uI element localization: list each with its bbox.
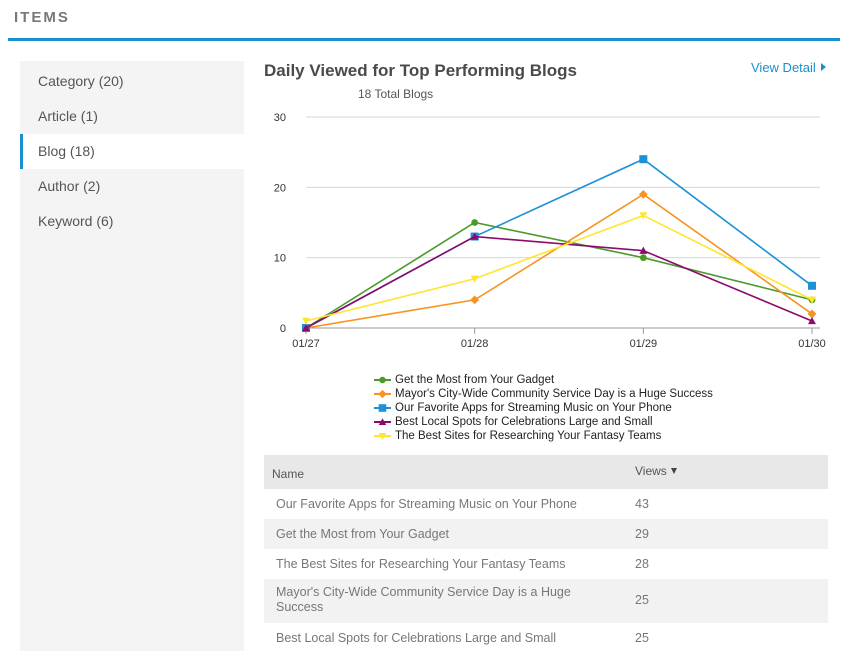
data-point — [470, 232, 479, 240]
sidebar-item-article[interactable]: Article (1) — [38, 108, 98, 124]
blog-views-table: Name Views Our Favorite Apps for Streami… — [264, 455, 828, 653]
data-point — [808, 296, 816, 304]
view-detail-label[interactable]: View Detail — [751, 60, 816, 75]
column-header-views-label[interactable]: Views — [635, 464, 667, 478]
legend-marker — [378, 418, 387, 426]
data-point — [470, 295, 480, 305]
legend-marker-icon — [374, 432, 391, 440]
legend-label: Our Favorite Apps for Streaming Music on… — [395, 402, 672, 414]
y-tick-label: 20 — [274, 182, 286, 194]
legend-marker — [378, 432, 387, 440]
chevron-right-icon — [820, 63, 826, 71]
y-tick-label: 30 — [274, 112, 286, 124]
data-point — [639, 246, 648, 254]
sidebar: Category (20) Article (1) Blog (18) Auth… — [20, 61, 244, 651]
row-views: 28 — [635, 557, 649, 571]
table-row[interactable]: Best Local Spots for Celebrations Large … — [264, 623, 828, 653]
legend-marker-icon — [374, 404, 391, 412]
legend-item[interactable]: Our Favorite Apps for Streaming Music on… — [374, 401, 713, 415]
legend-marker — [378, 404, 387, 412]
row-views: 25 — [635, 631, 649, 645]
table-header: Name Views — [264, 455, 828, 489]
row-name[interactable]: Best Local Spots for Celebrations Large … — [276, 631, 557, 645]
column-header-name[interactable]: Name — [272, 467, 305, 481]
data-point — [639, 212, 648, 220]
row-views: 29 — [635, 527, 649, 541]
legend-label: Best Local Spots for Celebrations Large … — [395, 416, 653, 428]
legend-marker — [379, 376, 386, 384]
chart-subtitle: 18 Total Blogs — [358, 87, 434, 101]
legend-marker-icon — [374, 418, 391, 426]
x-tick-label: 01/30 — [798, 338, 826, 350]
table-row[interactable]: Get the Most from Your Gadget 29 — [264, 519, 828, 549]
row-name[interactable]: The Best Sites for Researching Your Fant… — [276, 557, 566, 571]
table-row[interactable]: The Best Sites for Researching Your Fant… — [264, 549, 828, 579]
data-point — [302, 317, 310, 325]
column-header-views[interactable]: Views — [635, 464, 677, 478]
sidebar-item-keyword[interactable]: Keyword (6) — [38, 213, 114, 229]
series-line — [305, 214, 813, 322]
row-views: 25 — [635, 593, 649, 607]
header-divider — [8, 38, 840, 41]
row-name[interactable]: Mayor's City-Wide Community Service Day … — [276, 585, 571, 614]
legend-item[interactable]: Get the Most from Your Gadget — [374, 373, 713, 387]
legend-marker-icon — [374, 389, 391, 399]
chart-legend: Get the Most from Your Gadget Mayor's Cit… — [374, 373, 713, 443]
data-point — [639, 155, 648, 164]
legend-item[interactable]: Best Local Spots for Celebrations Large … — [374, 415, 713, 429]
data-point — [639, 254, 647, 262]
sidebar-item-blog[interactable]: Blog (18) — [20, 134, 244, 169]
row-name[interactable]: Our Favorite Apps for Streaming Music on… — [276, 497, 577, 511]
sidebar-item-category[interactable]: Category (20) — [38, 73, 124, 89]
legend-label: Mayor's City-Wide Community Service Day … — [395, 388, 713, 400]
legend-marker — [378, 389, 387, 399]
x-tick-label: 01/27 — [292, 338, 320, 350]
y-tick-label: 0 — [280, 323, 286, 335]
data-point — [807, 309, 817, 319]
series-line — [305, 235, 813, 329]
data-point — [638, 189, 648, 199]
row-views: 43 — [635, 497, 649, 511]
x-tick-label: 01/29 — [630, 338, 658, 350]
y-tick-label: 10 — [274, 253, 286, 265]
page-title: ITEMS — [14, 9, 70, 26]
data-point — [808, 316, 816, 325]
data-point — [808, 281, 816, 290]
series-line — [305, 221, 813, 329]
legend-label: The Best Sites for Researching Your Fant… — [395, 430, 662, 442]
table-row[interactable]: Our Favorite Apps for Streaming Music on… — [264, 489, 828, 519]
table-row[interactable]: Mayor's City-Wide Community Service Day … — [264, 579, 828, 623]
chart-title: Daily Viewed for Top Performing Blogs — [264, 61, 577, 80]
row-name[interactable]: Get the Most from Your Gadget — [276, 527, 450, 541]
view-detail-link[interactable]: View Detail — [751, 60, 826, 75]
data-point — [302, 324, 310, 332]
sort-desc-icon — [670, 468, 677, 474]
x-tick-label: 01/28 — [461, 338, 489, 350]
legend-label: Get the Most from Your Gadget — [395, 374, 555, 386]
legend-item[interactable]: The Best Sites for Researching Your Fant… — [374, 429, 713, 443]
data-point — [470, 275, 479, 283]
sidebar-item-author[interactable]: Author (2) — [38, 178, 101, 194]
data-point — [471, 219, 479, 226]
legend-item[interactable]: Mayor's City-Wide Community Service Day … — [374, 387, 713, 401]
legend-marker-icon — [374, 376, 391, 384]
